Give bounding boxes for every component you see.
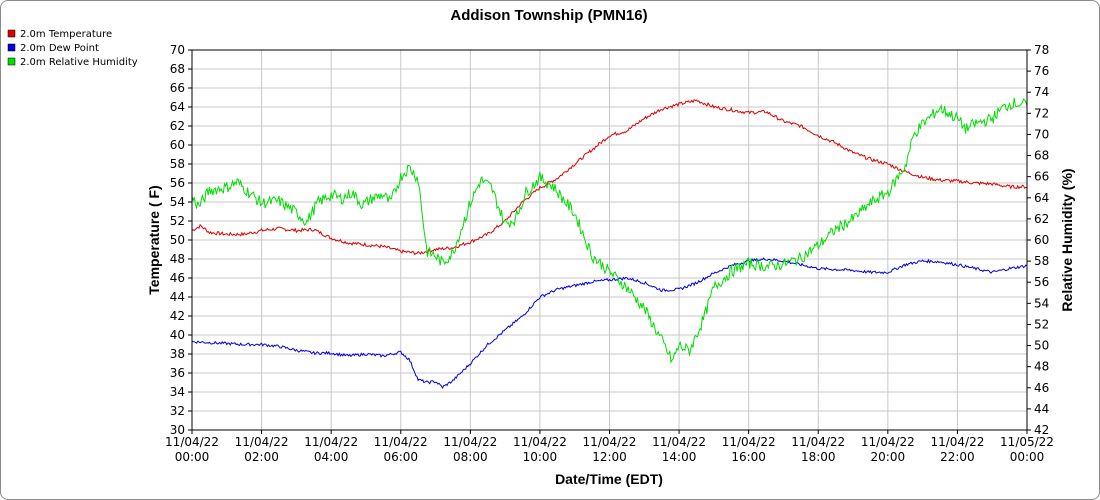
y-axis-left-label: Temperature ( F): [146, 185, 162, 294]
x-tick-time: 00:00: [175, 450, 210, 464]
left-tick-label: 66: [170, 81, 185, 95]
x-tick-date: 11/04/22: [861, 435, 915, 449]
x-tick-time: 08:00: [453, 450, 488, 464]
x-tick-time: 22:00: [940, 450, 975, 464]
left-tick-label: 56: [170, 176, 185, 190]
x-tick-time: 18:00: [801, 450, 836, 464]
x-tick-time: 16:00: [731, 450, 766, 464]
right-tick-label: 56: [1034, 275, 1049, 289]
left-tick-label: 38: [170, 347, 185, 361]
right-tick-label: 44: [1034, 402, 1049, 416]
left-tick-label: 50: [170, 233, 185, 247]
legend-label: 2.0m Relative Humidity: [20, 57, 138, 68]
series-layer: [191, 97, 1028, 390]
x-tick-date: 11/05/22: [1000, 435, 1054, 449]
series-line-dew-point: [191, 257, 1028, 390]
right-tick-label: 60: [1034, 233, 1049, 247]
x-tick-date: 11/04/22: [443, 435, 497, 449]
right-tick-label: 70: [1034, 127, 1049, 141]
legend-label: 2.0m Dew Point: [20, 43, 99, 54]
series-line-relative-humidity: [191, 97, 1028, 364]
right-tick-label: 72: [1034, 106, 1049, 120]
left-tick-label: 46: [170, 271, 185, 285]
right-tick-label: 46: [1034, 381, 1049, 395]
right-tick-label: 68: [1034, 149, 1049, 163]
right-tick-label: 74: [1034, 85, 1049, 99]
right-tick-label: 66: [1034, 170, 1049, 184]
x-axis-ticks: 11/04/2200:0011/04/2202:0011/04/2204:001…: [165, 430, 1054, 464]
right-tick-label: 50: [1034, 339, 1049, 353]
right-axis-ticks: 42 44 46 48 50 52 54 56 58 60 62 64 66 68 70 72 74 76 78: [1027, 43, 1049, 437]
left-tick-label: 36: [170, 366, 185, 380]
left-tick-label: 52: [170, 214, 185, 228]
left-tick-label: 68: [170, 62, 185, 76]
x-tick-time: 14:00: [662, 450, 697, 464]
left-tick-label: 42: [170, 309, 185, 323]
x-tick-time: 10:00: [523, 450, 558, 464]
left-tick-label: 34: [170, 385, 185, 399]
x-tick-time: 12:00: [592, 450, 627, 464]
right-tick-label: 62: [1034, 212, 1049, 226]
x-axis-label: Date/Time (EDT): [555, 471, 663, 487]
x-tick-time: 20:00: [871, 450, 906, 464]
chart-title: Addison Township (PMN16): [450, 7, 647, 24]
x-tick-time: 00:00: [1010, 450, 1045, 464]
x-tick-date: 11/04/22: [652, 435, 706, 449]
x-tick-date: 11/04/22: [791, 435, 845, 449]
legend-swatch: [7, 29, 16, 38]
left-tick-label: 58: [170, 157, 185, 171]
x-tick-date: 11/04/22: [165, 435, 219, 449]
left-tick-label: 44: [170, 290, 185, 304]
left-axis-ticks: 30 32 34 36 38 40 42 44 46 48 50 52 54 56 58 60 62 64 66 68…: [170, 43, 192, 437]
x-tick-date: 11/04/22: [583, 435, 637, 449]
x-tick-time: 02:00: [244, 450, 279, 464]
x-tick-time: 06:00: [383, 450, 418, 464]
right-tick-label: 52: [1034, 317, 1049, 331]
x-tick-date: 11/04/22: [374, 435, 428, 449]
right-tick-label: 78: [1034, 43, 1049, 57]
left-tick-label: 30: [170, 423, 185, 437]
left-tick-label: 70: [170, 43, 185, 57]
left-tick-label: 54: [170, 195, 185, 209]
right-tick-label: 76: [1034, 64, 1049, 78]
right-tick-label: 48: [1034, 360, 1049, 374]
left-tick-label: 40: [170, 328, 185, 342]
x-tick-date: 11/04/22: [304, 435, 358, 449]
left-tick-label: 62: [170, 119, 185, 133]
x-tick-date: 11/04/22: [235, 435, 289, 449]
y-axis-right-label: Relative Humidity (%): [1059, 168, 1075, 311]
x-tick-date: 11/04/22: [930, 435, 984, 449]
grid-lines: [191, 49, 1028, 431]
right-tick-label: 54: [1034, 296, 1049, 310]
legend: 2.0m Temperature 2.0m Dew Point 2.0m Relat…: [7, 29, 138, 68]
x-tick-date: 11/04/22: [722, 435, 776, 449]
left-tick-label: 32: [170, 404, 185, 418]
right-tick-label: 42: [1034, 423, 1049, 437]
legend-swatch: [7, 43, 16, 52]
series-line-temperature: [191, 99, 1028, 256]
right-tick-label: 58: [1034, 254, 1049, 268]
left-tick-label: 48: [170, 252, 185, 266]
legend-swatch: [7, 57, 16, 66]
x-tick-date: 11/04/22: [513, 435, 567, 449]
left-tick-label: 64: [170, 100, 185, 114]
legend-label: 2.0m Temperature: [20, 29, 112, 40]
left-tick-label: 60: [170, 138, 185, 152]
x-tick-time: 04:00: [314, 450, 349, 464]
right-tick-label: 64: [1034, 191, 1049, 205]
